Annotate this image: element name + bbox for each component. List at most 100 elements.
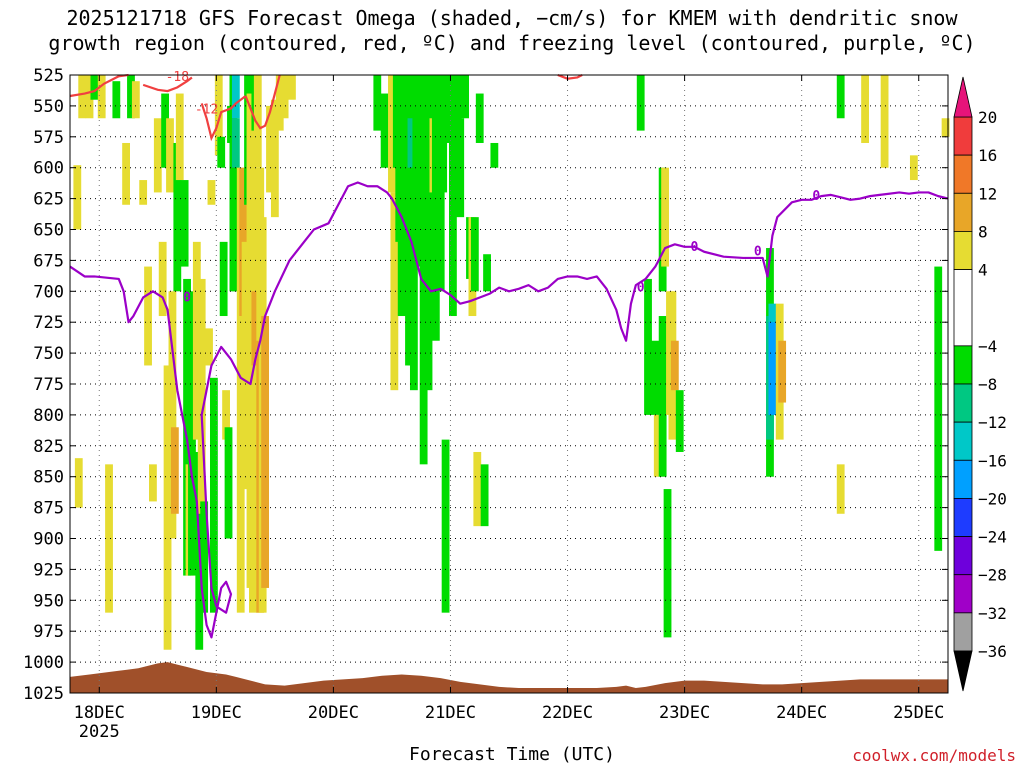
omega-patch: [261, 316, 270, 588]
omega-patch: [163, 365, 172, 650]
omega-patch: [105, 464, 113, 613]
colorbar-label: −8: [978, 375, 997, 394]
dgz-contour-line: [142, 76, 193, 93]
omega-patch: [139, 180, 148, 205]
omega-patch: [144, 266, 152, 366]
colorbar-bin: [953, 269, 973, 347]
colorbar-label: −4: [978, 337, 997, 356]
x-tick-label: 18DEC: [74, 703, 125, 723]
omega-patch: [388, 75, 396, 193]
omega-patch: [90, 75, 99, 100]
y-tick-label: 800: [33, 406, 64, 426]
omega-patch: [170, 427, 179, 514]
credit-link[interactable]: coolwx.com/models: [852, 746, 1016, 765]
omega-patch: [473, 451, 482, 527]
dgz-contour-label: -18: [166, 70, 189, 85]
title-line-2: growth region (contoured, red, ºC) and f…: [48, 31, 976, 55]
omega-patch: [663, 489, 672, 638]
y-tick-label: 600: [33, 159, 64, 179]
y-tick-label: 875: [33, 499, 64, 519]
freezing-level-label: 0: [690, 240, 698, 255]
omega-patch: [431, 93, 440, 341]
x-tick-label: 21DEC: [425, 703, 476, 723]
omega-patch: [214, 75, 223, 156]
y-tick-label: 1025: [23, 684, 64, 704]
omega-patch: [397, 75, 406, 317]
x-tick-label: 23DEC: [659, 703, 710, 723]
omega-patch: [207, 180, 216, 205]
colorbar-bin: [953, 192, 973, 232]
omega-patch: [197, 278, 206, 514]
colorbar: 20 16 12 8 4 −4 −8 −12 −16 −20 −24 −28 −32 −36: [953, 76, 1007, 692]
y-tick-label: 625: [33, 190, 64, 210]
x-tick-label: 22DEC: [542, 703, 593, 723]
omega-patch: [270, 99, 279, 218]
omega-patch: [161, 93, 170, 168]
omega-patch: [219, 241, 228, 317]
colorbar-bin: [953, 231, 973, 270]
omega-patch: [934, 266, 943, 551]
omega-patch: [417, 75, 426, 193]
x-tick-label: 20DEC: [308, 703, 359, 723]
omega-patch: [200, 501, 209, 613]
omega-patch: [768, 322, 777, 415]
omega-patch: [131, 81, 140, 119]
y-tick-label: 950: [33, 591, 64, 611]
omega-patch: [78, 75, 87, 119]
freezing-level-layer: 0 0 0 0 0: [69, 181, 949, 639]
omega-patch: [636, 75, 645, 131]
colorbar-bin: [953, 536, 973, 576]
dgz-contour-label: -12: [195, 102, 218, 117]
omega-patch: [475, 93, 484, 143]
omega-patch: [241, 241, 250, 490]
colorbar-label: −20: [978, 489, 1007, 508]
colorbar-top-arrow: [953, 76, 973, 118]
omega-patch: [651, 340, 660, 415]
colorbar-bin: [953, 154, 973, 194]
dgz-contour-line: [244, 74, 281, 130]
omega-patch: [192, 241, 201, 440]
omega-patch: [470, 217, 479, 292]
omega-patch: [122, 142, 130, 205]
y-tick-label: 900: [33, 530, 64, 550]
omega-patch: [836, 75, 845, 119]
omega-patch: [380, 93, 389, 168]
y-tick-label: 675: [33, 251, 64, 271]
colorbar-label: −28: [978, 566, 1007, 585]
omega-patch: [153, 118, 162, 193]
omega-patch: [251, 291, 260, 366]
colorbar-label: 20: [978, 108, 997, 127]
omega-patch: [419, 142, 428, 465]
omega-patch: [836, 464, 845, 514]
omega-patch: [74, 458, 83, 508]
colorbar-bin: [953, 612, 973, 652]
y-tick-label: 550: [33, 97, 64, 117]
omega-patch: [97, 75, 106, 119]
omega-patch: [205, 328, 213, 366]
y-tick-label: 850: [33, 468, 64, 488]
freezing-level-label: 0: [812, 189, 820, 204]
omega-patch: [168, 291, 177, 539]
y-tick-label: 525: [33, 66, 64, 86]
omega-patch: [275, 75, 284, 131]
omega-patch: [480, 464, 489, 527]
colorbar-label: 12: [978, 184, 997, 203]
omega-patch: [224, 427, 233, 539]
x-tick-sublabel: 2025: [79, 722, 120, 742]
omega-patch: [73, 165, 82, 230]
dgz-contours: -18 -12: [69, 70, 583, 142]
colorbar-label: −24: [978, 528, 1007, 547]
freezing-level-label: 0: [183, 290, 191, 305]
y-tick-label: 650: [33, 221, 64, 241]
omega-patch: [909, 155, 918, 181]
omega-patch: [653, 414, 662, 477]
omega-patch: [217, 136, 226, 168]
colorbar-bin: [953, 345, 973, 385]
omega-patch: [249, 167, 257, 613]
omega-patch: [266, 105, 274, 193]
colorbar-label: 16: [978, 146, 997, 165]
omega-patch: [112, 81, 121, 119]
colorbar-bin: [953, 574, 973, 614]
omega-patch: [173, 142, 182, 292]
omega-patch: [222, 390, 230, 440]
